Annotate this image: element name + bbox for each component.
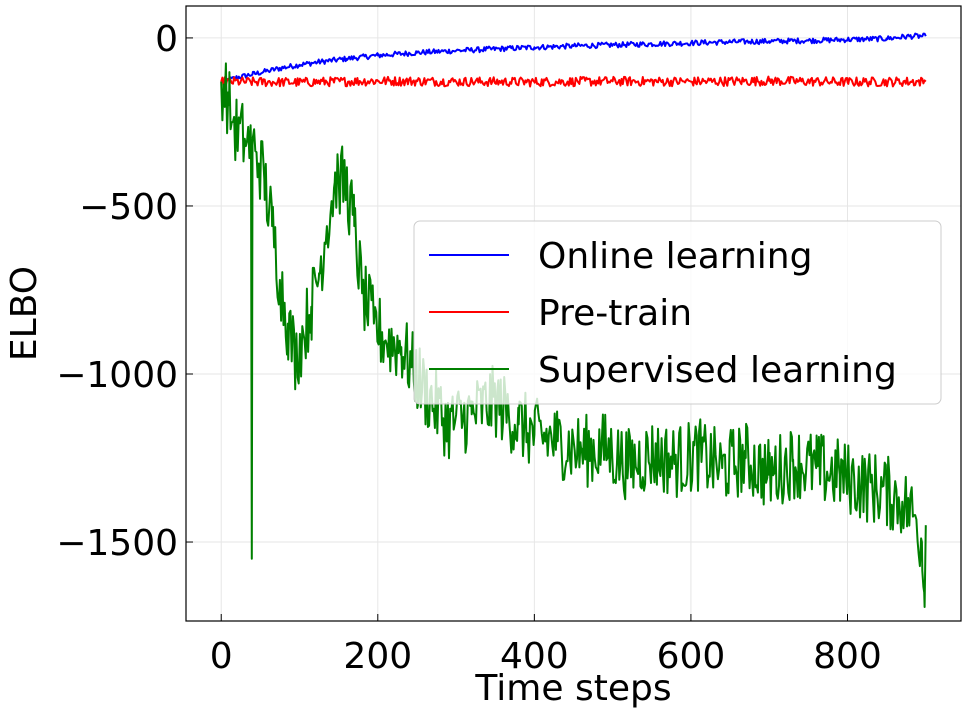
- y-tick-label: −1500: [56, 523, 178, 564]
- x-tick-label: 200: [343, 636, 412, 677]
- legend-label-pre-train: Pre-train: [538, 293, 692, 334]
- series-line-online-learning: [220, 32, 927, 84]
- x-axis-title: Time steps: [474, 668, 671, 709]
- series-line-pre-train: [220, 75, 927, 88]
- plot-frame: [185, 5, 962, 622]
- legend-box: [413, 220, 942, 405]
- legend-label-supervised-learning: Supervised learning: [538, 350, 897, 391]
- y-tick-label: 0: [155, 19, 178, 60]
- y-tick-label: −500: [79, 187, 178, 228]
- axis-ticks: 0 200 400 600 800 0 −500 −1000 −1500: [56, 19, 882, 677]
- series-layer: [220, 32, 927, 608]
- x-tick-label: 0: [210, 636, 233, 677]
- y-tick-label: −1000: [56, 355, 178, 396]
- series-line-supervised-learning: [220, 62, 927, 608]
- legend-label-online-learning: Online learning: [538, 236, 812, 277]
- x-tick-label: 600: [657, 636, 726, 677]
- x-tick-label: 400: [500, 636, 569, 677]
- legend: Online learning Pre-train Supervised learn…: [413, 220, 942, 405]
- x-tick-label: 800: [813, 636, 882, 677]
- y-axis-title: ELBO: [4, 266, 45, 361]
